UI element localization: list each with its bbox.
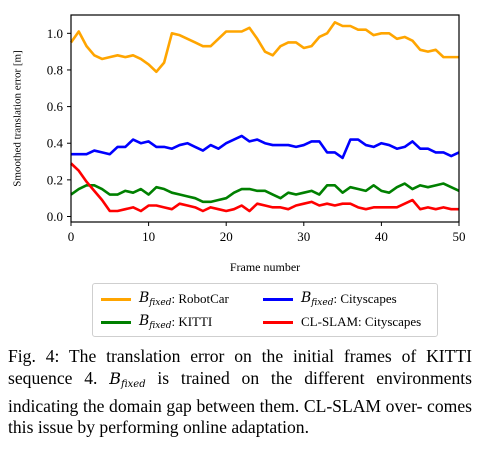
series-line-0	[69, 21, 459, 74]
y-tick-label: 0.8	[47, 62, 63, 77]
caption-line-4: comes this issue by performing online ad…	[8, 395, 472, 438]
legend-swatch-cl-slam	[263, 320, 293, 324]
legend-item-cityscapes: Bfixed: Cityscapes	[263, 289, 397, 309]
plot-lines	[69, 21, 460, 213]
y-tick-label: 0.6	[47, 99, 64, 114]
legend-item-kitti: Bfixed: KITTI	[101, 312, 212, 332]
caption-line-2-post: is trained on the different environments	[145, 367, 473, 388]
x-axis-label: Frame number	[230, 260, 300, 274]
legend: Bfixed: RobotCar Bfixed: Cityscapes Bfix…	[92, 283, 438, 337]
x-axis-ticks: 0 10 20 30 40 50	[68, 222, 466, 244]
legend-item-robotcar: Bfixed: RobotCar	[101, 289, 229, 309]
legend-swatch-cityscapes	[263, 297, 293, 301]
series-line-3	[70, 162, 459, 213]
x-tick-label: 50	[453, 229, 466, 244]
legend-label-cl-slam: CL-SLAM: Cityscapes	[301, 314, 422, 329]
y-axis-ticks: 0.0 0.2 0.4 0.6 0.8 1.0	[47, 26, 71, 224]
y-tick-label: 0.4	[47, 136, 64, 151]
caption-line-3: indicating the domain gap between them. …	[8, 395, 423, 416]
bfixed-symbol: Bfixed	[109, 368, 146, 390]
series-line-1	[71, 134, 460, 160]
y-axis-label: Smoothed translation error [m]	[12, 50, 24, 187]
x-tick-label: 10	[142, 229, 155, 244]
caption-label: Fig. 4:	[8, 346, 60, 366]
figure-caption: Fig. 4: The translation error on the ini…	[8, 346, 472, 439]
y-tick-label: 0.0	[47, 209, 63, 224]
series-line-2	[70, 182, 460, 204]
figure: 0 10 20 30 40 50 0.0 0.2 0.4 0.6 0.8 1.0 Frame num…	[12, 14, 466, 337]
plot-frame	[70, 14, 460, 223]
legend-item-cl-slam: CL-SLAM: Cityscapes	[263, 312, 421, 332]
legend-swatch-kitti	[101, 320, 131, 324]
bfixed-symbol: Bfixed	[301, 290, 334, 308]
legend-label-kitti: Bfixed: KITTI	[139, 313, 213, 331]
caption-line-1: The translation error on the initial fra…	[59, 346, 473, 366]
x-tick-label: 40	[375, 229, 388, 244]
line-chart: 0 10 20 30 40 50 0.0 0.2 0.4 0.6 0.8 1.0 Frame num…	[12, 14, 466, 274]
bfixed-symbol: Bfixed	[139, 313, 172, 331]
legend-swatch-robotcar	[101, 297, 131, 301]
y-tick-label: 0.2	[47, 172, 63, 187]
x-tick-label: 0	[68, 229, 75, 244]
bfixed-symbol: Bfixed	[139, 290, 172, 308]
legend-label-cityscapes: Bfixed: Cityscapes	[301, 290, 397, 308]
caption-line-2-pre: sequence 4.	[8, 367, 110, 388]
y-tick-label: 1.0	[47, 26, 63, 41]
x-tick-label: 20	[220, 229, 233, 244]
legend-label-robotcar: Bfixed: RobotCar	[139, 290, 229, 308]
x-tick-label: 30	[297, 229, 310, 244]
